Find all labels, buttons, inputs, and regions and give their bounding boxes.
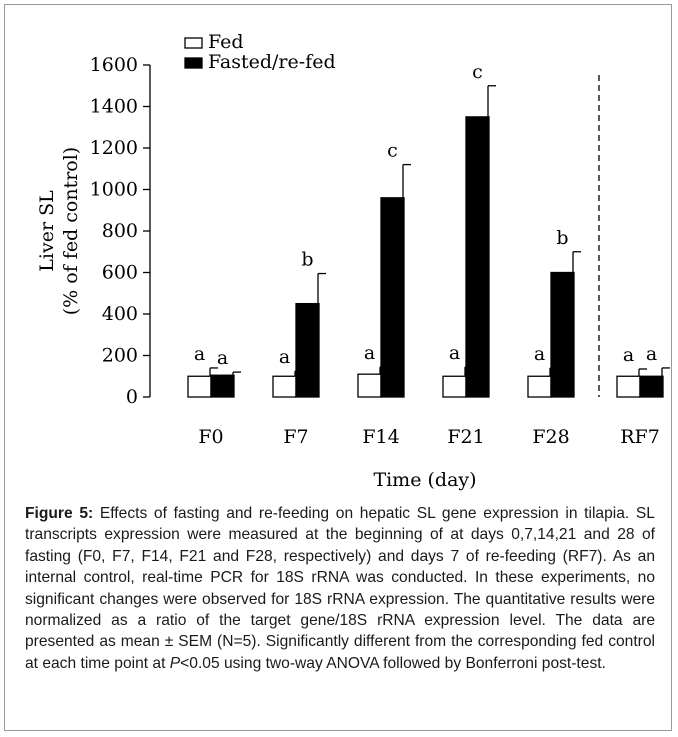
bar-fed (272, 375, 297, 398)
x-axis-label: Time (day) (373, 469, 476, 491)
y-axis-label: Liver SL (36, 190, 58, 272)
bar-fasted (210, 374, 235, 398)
bar-fed (187, 375, 212, 398)
significance-label: a (279, 346, 290, 368)
legend-swatch-fed (184, 37, 203, 49)
x-tick-label: F7 (283, 426, 308, 448)
y-tick-label: 1200 (90, 137, 138, 159)
figure-frame: 0 200 400 600 800 1000 1200 1400 1600 Liver SL (% … (4, 4, 672, 731)
y-tick-label: 600 (102, 262, 138, 284)
caption-p-symbol: P (169, 654, 181, 672)
significance-label: b (556, 227, 568, 249)
significance-label: a (449, 342, 460, 364)
y-tick-label: 1400 (90, 96, 138, 118)
y-tick-label: 1000 (90, 179, 138, 201)
significance-label: a (217, 347, 228, 369)
y-tick-label: 400 (102, 303, 138, 325)
bar-chart: 0 200 400 600 800 1000 1200 1400 1600 Liver SL (% … (36, 31, 670, 491)
caption-text: Effects of fasting and re-feeding on hep… (25, 505, 655, 672)
y-tick-label: 200 (102, 345, 138, 367)
bar-fasted (639, 375, 664, 398)
y-tick-label: 0 (126, 386, 138, 408)
legend-label-fed: Fed (208, 31, 244, 53)
significance-label: b (301, 249, 313, 271)
bar-fed (357, 373, 382, 398)
significance-label: a (364, 342, 375, 364)
x-tick-label: F21 (447, 426, 484, 448)
x-tick-label: RF7 (620, 426, 660, 448)
x-tick-label: F28 (532, 426, 569, 448)
legend-swatch-fasted (184, 57, 203, 69)
significance-label: a (194, 343, 205, 365)
significance-label: a (646, 343, 657, 365)
x-tick-label: F0 (198, 426, 223, 448)
bar-fed (527, 375, 552, 398)
bar-fasted (550, 271, 575, 398)
bar-fed (616, 375, 641, 398)
y-axis-label: (% of fed control) (60, 147, 82, 315)
y-tick-label: 1600 (90, 54, 138, 76)
significance-label: a (623, 344, 634, 366)
bar-fasted (380, 197, 405, 398)
figure-caption: Figure 5: Effects of fasting and re-feed… (25, 503, 655, 674)
bar-fasted (465, 116, 490, 398)
legend-label-fasted: Fasted/re-fed (208, 51, 336, 73)
caption-text-end: <0.05 using two-way ANOVA followed by Bo… (180, 654, 606, 672)
y-tick-label: 800 (102, 220, 138, 242)
bar-fed (442, 375, 467, 398)
significance-label: c (387, 140, 398, 162)
bar-fasted (295, 302, 320, 398)
caption-label: Figure 5: (25, 505, 94, 522)
significance-label: a (534, 343, 545, 365)
x-tick-label: F14 (362, 426, 399, 448)
significance-label: c (472, 61, 483, 83)
